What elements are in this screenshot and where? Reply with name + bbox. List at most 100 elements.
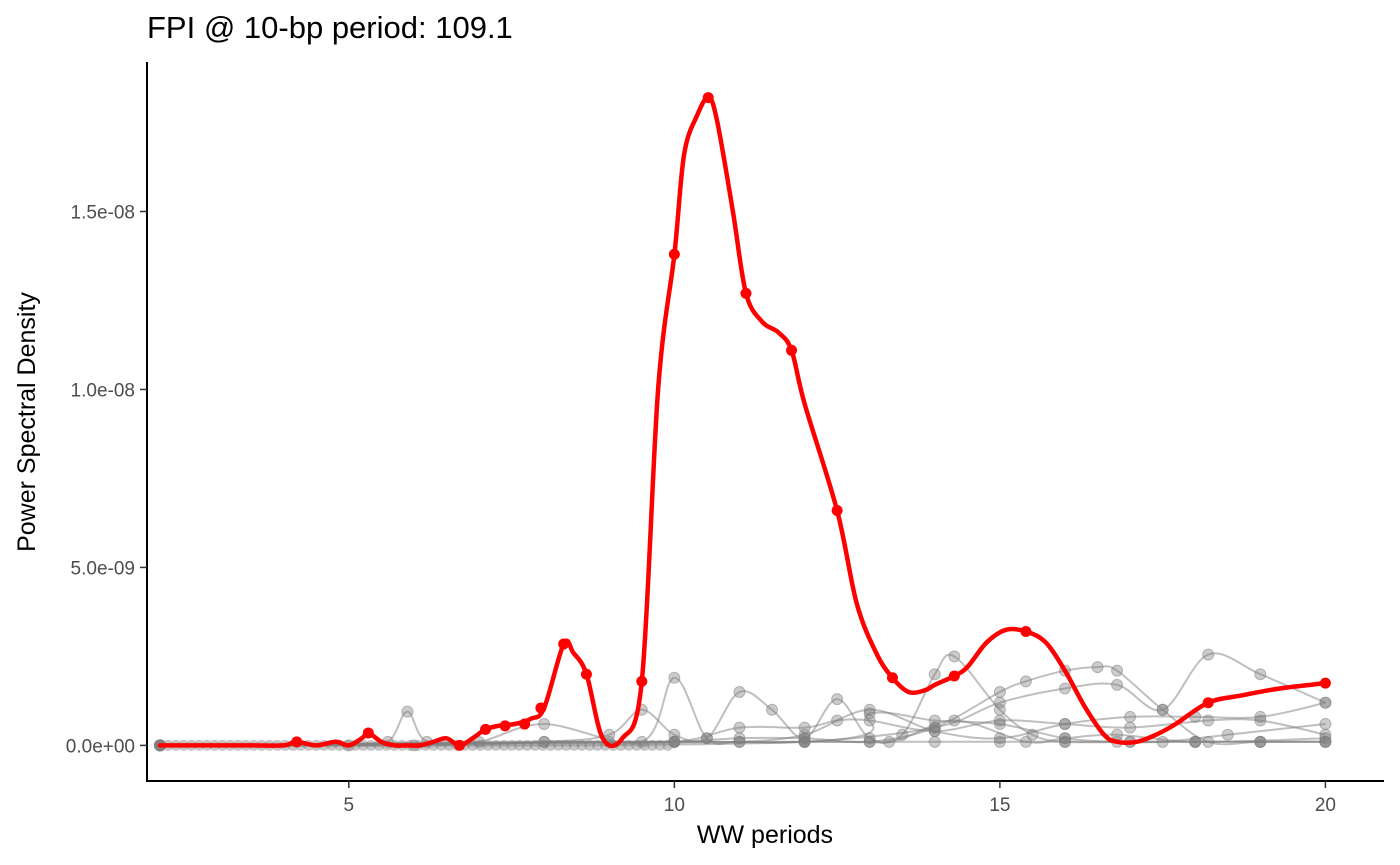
highlight-series-point — [558, 638, 570, 650]
x-tick-label: 20 — [1315, 795, 1336, 816]
background-series-point — [1058, 718, 1071, 731]
background-series-point — [552, 739, 564, 751]
axes — [146, 62, 1384, 782]
highlight-series-point — [636, 675, 648, 687]
background-series-point — [498, 739, 510, 751]
highlight-series-point — [454, 739, 466, 751]
highlight-series-point — [291, 736, 303, 748]
x-tick-label: 10 — [664, 795, 685, 816]
y-tick-label: 1.0e-08 — [71, 380, 135, 401]
background-series-point — [1319, 696, 1332, 709]
highlight-series-group — [157, 92, 1331, 751]
highlight-series-point — [519, 718, 531, 730]
background-series-point — [1019, 675, 1032, 688]
background-series-point — [474, 739, 486, 751]
background-series-point — [733, 721, 746, 734]
background-series-point — [654, 739, 666, 751]
background-series-point — [592, 739, 604, 751]
background-series-point — [1254, 668, 1267, 681]
background-series-point — [1319, 718, 1332, 731]
background-series-point — [538, 718, 551, 731]
background-series-point — [928, 725, 941, 738]
highlight-series-point — [886, 672, 898, 684]
background-series-point — [584, 739, 596, 751]
highlight-series-point — [480, 723, 492, 735]
background-series-point — [506, 739, 518, 751]
background-series-point — [928, 735, 941, 748]
x-tick-label: 15 — [989, 795, 1010, 816]
background-series-point — [928, 668, 941, 681]
background-series-point — [1111, 728, 1124, 741]
highlight-series-point — [1020, 626, 1032, 638]
background-series-point — [1111, 678, 1124, 691]
background-series-point — [365, 739, 377, 751]
background-series-point — [357, 739, 369, 751]
background-series-point — [401, 705, 414, 718]
background-series-point — [948, 650, 961, 663]
background-series-point — [646, 739, 658, 751]
background-series-point — [1221, 728, 1234, 741]
highlight-series-point — [580, 668, 592, 680]
background-series-point — [1254, 735, 1267, 748]
background-series-point — [1156, 735, 1169, 748]
background-series-point — [568, 739, 580, 751]
background-series-point — [993, 696, 1006, 709]
background-series-point — [482, 739, 494, 751]
background-series-point — [1091, 661, 1104, 674]
background-series-point — [435, 739, 447, 751]
background-series-point — [1319, 732, 1332, 745]
background-series-point — [490, 739, 502, 751]
background-series-point — [766, 703, 779, 716]
background-series-point — [662, 739, 674, 751]
background-series-point — [1019, 735, 1032, 748]
background-series-point — [623, 739, 635, 751]
ticks: 5 10 15 20 0.0e+00 5.0e-09 1.0e-08 1.5e-08 — [66, 202, 1336, 816]
background-series-point — [545, 739, 557, 751]
background-series-point — [576, 739, 588, 751]
background-series-point — [883, 735, 896, 748]
background-series-point — [668, 671, 681, 684]
background-series-point — [1202, 648, 1215, 661]
x-tick-label: 5 — [344, 795, 355, 816]
highlight-series-line — [157, 95, 1328, 749]
background-series-point — [1124, 721, 1137, 734]
highlight-series-point — [740, 287, 752, 299]
background-series-point — [948, 714, 961, 727]
highlight-series-point — [1319, 677, 1331, 689]
highlight-series-point — [668, 248, 680, 260]
y-tick-label: 1.5e-08 — [71, 202, 135, 223]
chart-title: FPI @ 10-bp period: 109.1 — [147, 10, 513, 45]
background-series-point — [1189, 735, 1202, 748]
background-series-point — [798, 735, 811, 748]
background-series-point — [537, 739, 549, 751]
background-series-point — [993, 686, 1006, 699]
background-series-point — [1111, 664, 1124, 677]
background-series-line — [159, 653, 1326, 747]
background-series-point — [529, 739, 541, 751]
x-axis-title: WW periods — [697, 821, 833, 849]
highlight-series-point — [499, 720, 511, 732]
highlight-series-point — [1202, 697, 1214, 709]
highlight-series-point — [948, 670, 960, 682]
y-axis-title: Power Spectral Density — [13, 292, 41, 552]
y-tick-label: 0.0e+00 — [66, 736, 135, 757]
background-series-point — [733, 686, 746, 699]
background-series-point — [631, 739, 643, 751]
background-series-point — [1156, 703, 1169, 716]
background-series-point — [1124, 710, 1137, 723]
y-tick-label: 5.0e-09 — [71, 558, 135, 579]
background-series-point — [863, 707, 876, 720]
highlight-series-point — [786, 344, 798, 356]
background-series-point — [560, 739, 572, 751]
highlight-series-point — [831, 504, 843, 516]
background-series-point — [513, 739, 525, 751]
highlight-series-point — [535, 702, 547, 714]
background-series-point — [1058, 682, 1071, 695]
background-series-point — [831, 693, 844, 706]
background-series-point — [1058, 732, 1071, 745]
background-series-point — [638, 739, 650, 751]
highlight-series-point — [702, 92, 714, 104]
background-series-point — [1254, 710, 1267, 723]
